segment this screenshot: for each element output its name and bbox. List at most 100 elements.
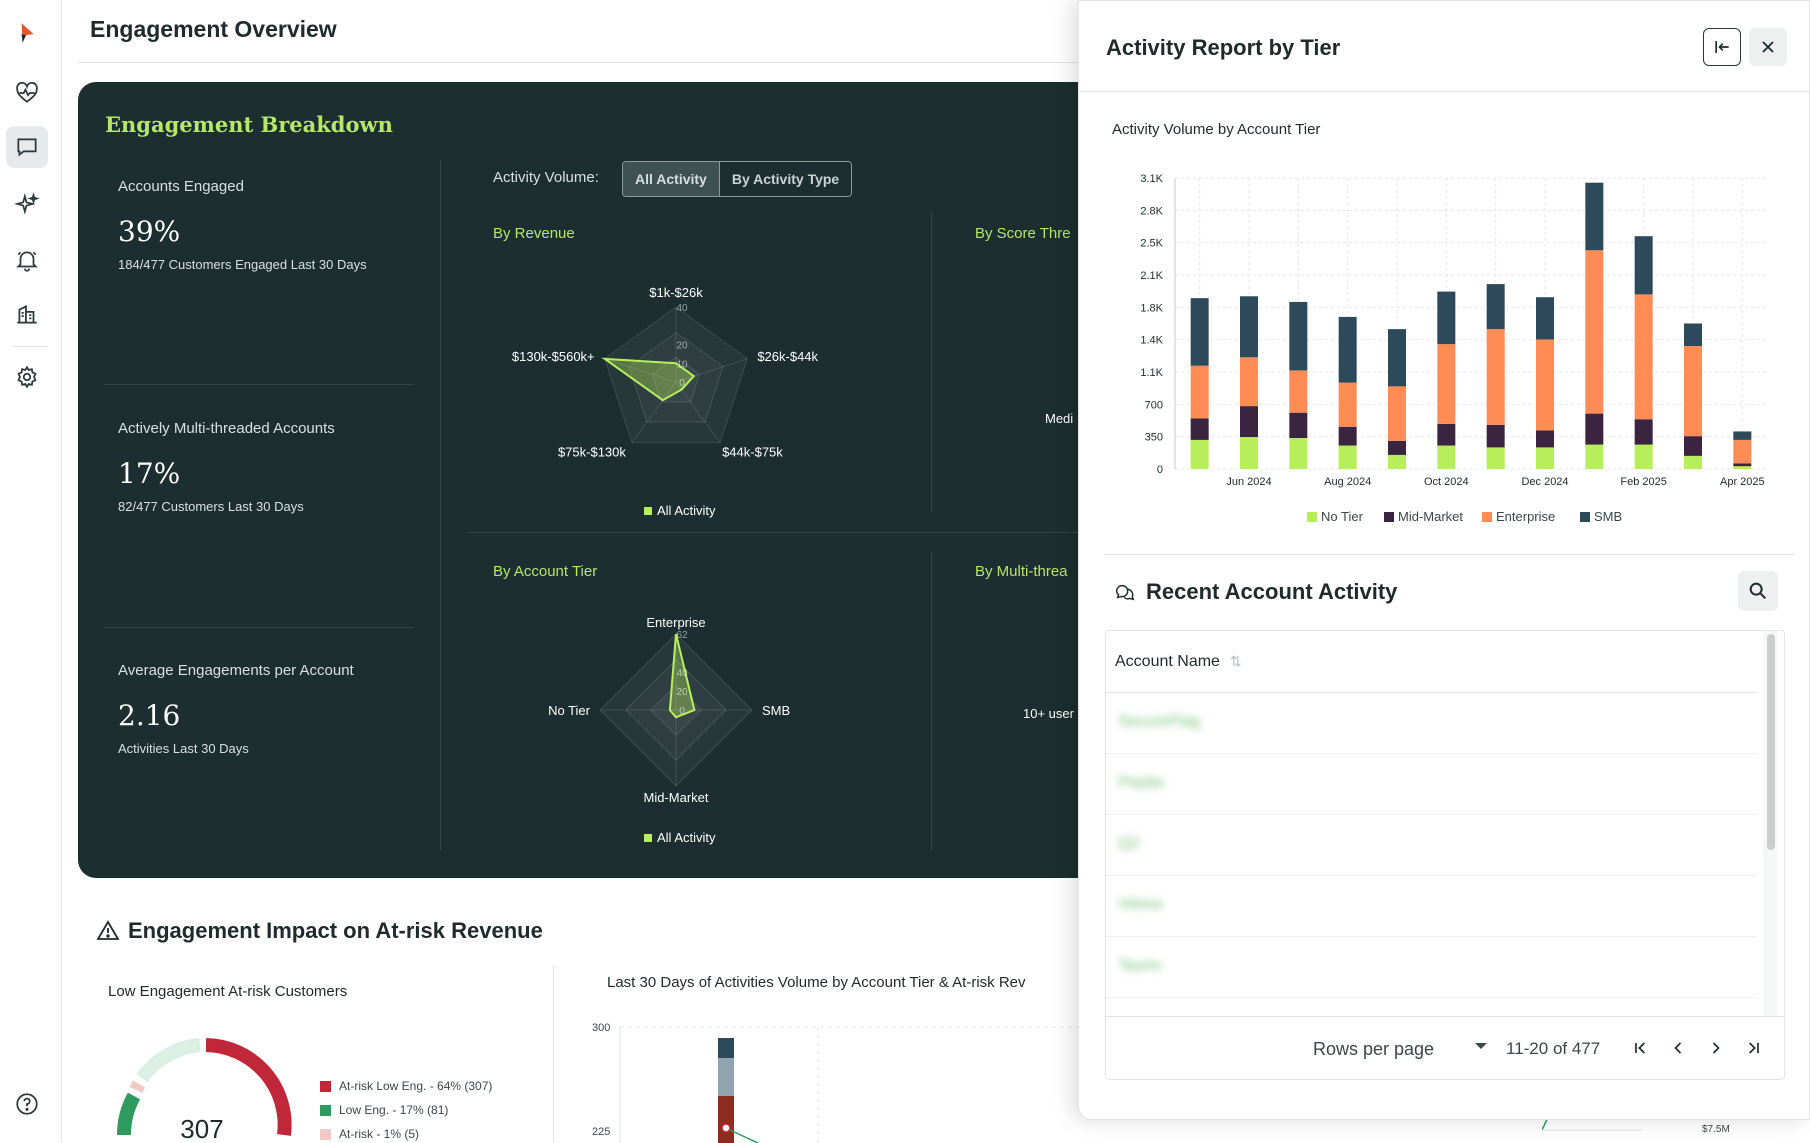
legend-item: At-risk Low Eng. - 64% (307) bbox=[320, 1074, 492, 1098]
bar-segment-enterprise[interactable] bbox=[1536, 339, 1554, 431]
table-row[interactable]: Vitrine bbox=[1106, 876, 1756, 937]
bar-segment-no-tier[interactable] bbox=[1388, 454, 1406, 469]
bar-segment-mid-market[interactable] bbox=[1486, 424, 1505, 448]
bar-segment-no-tier[interactable] bbox=[1684, 455, 1702, 469]
x-tick-label: Apr 2025 bbox=[1720, 476, 1765, 488]
chevron-right-icon bbox=[1712, 1042, 1720, 1054]
bar-segment-no-tier[interactable] bbox=[1733, 466, 1752, 469]
bar-segment-no-tier[interactable] bbox=[1585, 444, 1604, 469]
bar-segment-smb[interactable] bbox=[1634, 236, 1653, 295]
toggle-all-activity[interactable]: All Activity bbox=[623, 162, 720, 196]
bar-segment-smb[interactable] bbox=[1585, 182, 1604, 251]
sort-icon[interactable]: ⇅ bbox=[1229, 653, 1242, 669]
bar-segment-mid-market[interactable] bbox=[1437, 423, 1456, 446]
table-row[interactable]: Tauno bbox=[1106, 937, 1756, 998]
bar-segment-smb[interactable] bbox=[1684, 323, 1702, 347]
panel-title-by-multithread: By Multi-threa bbox=[975, 563, 1068, 580]
bar-segment-smb[interactable] bbox=[1437, 291, 1456, 345]
bar-segment-mid-market[interactable] bbox=[1289, 412, 1308, 439]
account-name-cell[interactable]: Tauno bbox=[1118, 957, 1162, 974]
bell-icon[interactable] bbox=[6, 239, 48, 281]
metric-multithreaded: Actively Multi-threaded Accounts 17% 82/… bbox=[118, 420, 418, 513]
account-name-cell[interactable]: Q2 bbox=[1118, 835, 1140, 852]
health-heart-icon[interactable] bbox=[6, 72, 48, 114]
bar-segment-enterprise[interactable] bbox=[1338, 382, 1357, 427]
table-scrollbar-thumb[interactable] bbox=[1767, 634, 1775, 850]
first-page-button[interactable] bbox=[1626, 1033, 1656, 1063]
metric-avg-engagements: Average Engagements per Account 2.16 Act… bbox=[118, 662, 418, 755]
bar-segment-enterprise[interactable] bbox=[1733, 439, 1752, 464]
bar-segment-smb[interactable] bbox=[1289, 301, 1308, 371]
bar-segment-mid-market[interactable] bbox=[1190, 418, 1209, 440]
bar-segment-enterprise[interactable] bbox=[1585, 250, 1604, 414]
sparkles-icon[interactable] bbox=[6, 184, 48, 226]
legend-item: At-risk - 1% (5) bbox=[320, 1122, 492, 1143]
bar-segment-enterprise[interactable] bbox=[1190, 365, 1209, 419]
bar-segment-mid-market[interactable] bbox=[1733, 463, 1752, 467]
activity-tier-bar-chart: 0 350 700 1.1K 1.4K 1.8K 2.1K 2.5K 2.8K 3.1K Jun … bbox=[1140, 173, 1767, 524]
close-drawer-button[interactable] bbox=[1749, 28, 1787, 66]
y-tick-label: 700 bbox=[1145, 399, 1163, 411]
account-name-cell[interactable]: Vitrine bbox=[1118, 896, 1164, 913]
bar-segment-smb[interactable] bbox=[1733, 431, 1752, 440]
radar-axis-label: Enterprise bbox=[646, 615, 705, 630]
bar-segment-enterprise[interactable] bbox=[1240, 357, 1258, 407]
bar-segment-enterprise[interactable] bbox=[1684, 346, 1702, 437]
bar-segment-mid-market[interactable] bbox=[1634, 419, 1653, 445]
bar-segment-smb[interactable] bbox=[1388, 329, 1406, 387]
table-row[interactable]: SecureFlag bbox=[1106, 693, 1756, 754]
legend-label: Enterprise bbox=[1496, 509, 1555, 524]
bar-segment-mid-market[interactable] bbox=[1536, 430, 1554, 448]
bar-segment-no-tier[interactable] bbox=[1536, 447, 1554, 469]
building-icon[interactable] bbox=[6, 293, 48, 335]
x-tick-label: Jun 2024 bbox=[1226, 476, 1271, 488]
bar-segment-smb[interactable] bbox=[1338, 316, 1357, 383]
donut-legend: At-risk Low Eng. - 64% (307) Low Eng. - … bbox=[320, 1074, 492, 1143]
account-name-cell[interactable]: SecureFlag bbox=[1118, 713, 1200, 730]
logo-icon[interactable] bbox=[6, 12, 48, 54]
bar-segment-mid-market[interactable] bbox=[1585, 413, 1604, 445]
bar-segment-mid-market[interactable] bbox=[1240, 406, 1258, 438]
bar-segment-no-tier[interactable] bbox=[1634, 444, 1653, 469]
bar-segment-no-tier[interactable] bbox=[1190, 439, 1209, 469]
engagement-chat-icon[interactable] bbox=[6, 126, 48, 168]
page-title: Engagement Overview bbox=[90, 16, 337, 42]
engagement-breakdown-card: Engagement Breakdown Accounts Engaged 39… bbox=[78, 82, 1188, 878]
radar-axis-label: $75k-$130k bbox=[558, 445, 626, 460]
chevron-left-icon bbox=[1674, 1042, 1682, 1054]
table-row[interactable]: Pepita bbox=[1106, 754, 1756, 815]
settings-gear-icon[interactable] bbox=[6, 356, 48, 398]
bar-segment-mid-market[interactable] bbox=[1338, 426, 1357, 446]
bar-segment-no-tier[interactable] bbox=[1289, 438, 1308, 469]
bar-segment-enterprise[interactable] bbox=[1388, 386, 1406, 441]
rows-per-page-dropdown-icon[interactable] bbox=[1475, 1043, 1487, 1049]
bar-segment-no-tier[interactable] bbox=[1240, 437, 1258, 469]
next-page-button[interactable] bbox=[1701, 1033, 1731, 1063]
bar-segment-enterprise[interactable] bbox=[1437, 344, 1456, 424]
bar-segment-mid-market[interactable] bbox=[1684, 436, 1702, 456]
toggle-by-activity-type[interactable]: By Activity Type bbox=[731, 171, 840, 187]
legend-item: Low Eng. - 17% (81) bbox=[320, 1098, 492, 1122]
x-tick-label: Oct 2024 bbox=[1424, 476, 1469, 488]
bar-segment-no-tier[interactable] bbox=[1338, 445, 1357, 469]
bar-segment-no-tier[interactable] bbox=[1486, 447, 1505, 469]
bar-segment-no-tier[interactable] bbox=[1437, 445, 1456, 469]
bar-segment-enterprise[interactable] bbox=[1289, 370, 1308, 413]
bar-segment-enterprise[interactable] bbox=[1486, 329, 1505, 425]
prev-page-button[interactable] bbox=[1663, 1033, 1693, 1063]
y-tick-label: 0 bbox=[1157, 464, 1163, 476]
bar-segment-smb[interactable] bbox=[1240, 296, 1258, 358]
radar-tick-label: 20 bbox=[676, 341, 688, 352]
bar-segment-smb[interactable] bbox=[1536, 297, 1554, 340]
bar-segment-smb[interactable] bbox=[1190, 298, 1209, 366]
column-header-account-name[interactable]: Account Name ⇅ bbox=[1106, 631, 1756, 693]
bar-segment-enterprise[interactable] bbox=[1634, 294, 1653, 420]
collapse-drawer-button[interactable] bbox=[1703, 28, 1741, 66]
search-button[interactable] bbox=[1738, 571, 1778, 611]
table-row[interactable]: Q2 bbox=[1106, 815, 1756, 876]
bar-segment-mid-market[interactable] bbox=[1388, 440, 1406, 455]
account-name-cell[interactable]: Pepita bbox=[1118, 774, 1164, 791]
help-icon[interactable] bbox=[6, 1083, 48, 1125]
last-page-button[interactable] bbox=[1738, 1033, 1768, 1063]
bar-segment-smb[interactable] bbox=[1486, 284, 1505, 330]
